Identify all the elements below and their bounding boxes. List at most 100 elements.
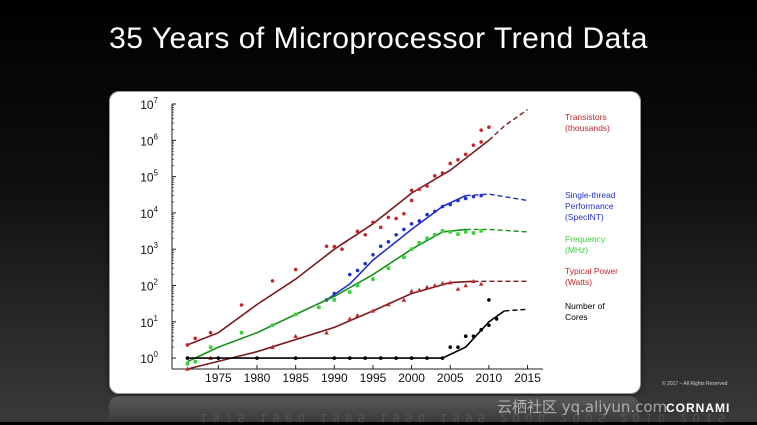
data-point (355, 312, 360, 318)
data-point (185, 361, 190, 366)
data-point (208, 330, 213, 335)
data-point (239, 303, 244, 307)
data-point (425, 212, 429, 217)
data-point (471, 278, 476, 284)
data-point (417, 287, 422, 292)
data-point (255, 356, 259, 360)
data-point (440, 204, 445, 209)
trend-projection (465, 193, 528, 202)
trend-line (187, 310, 505, 359)
data-point (425, 236, 429, 241)
y-tick-label: 103 (140, 241, 158, 257)
data-point (394, 356, 398, 360)
x-tick-label: 2015 (514, 371, 541, 385)
x-tick-label: 1980 (244, 371, 271, 385)
data-point (409, 198, 414, 203)
data-point (270, 279, 275, 283)
data-point (456, 232, 460, 236)
data-point (447, 280, 453, 285)
data-point (471, 231, 476, 235)
y-tick-label: 106 (140, 132, 158, 148)
trend-projection (465, 228, 528, 233)
slide-title: 35 Years of Microprocessor Trend Data (109, 22, 648, 55)
data-point (479, 328, 483, 332)
data-point (293, 267, 298, 272)
legend-label: Transistors (565, 112, 607, 122)
data-point (347, 272, 352, 277)
data-point (347, 316, 353, 321)
data-point (394, 232, 398, 237)
data-point (425, 184, 429, 188)
trend-line (326, 194, 467, 301)
data-point (417, 240, 422, 245)
data-point (494, 317, 499, 321)
data-point (409, 188, 414, 193)
chart-panel: 1975 1980 1985 1990 1995 2000 2005 2010 2015 100 1… (109, 91, 641, 394)
legend-label: Typical Power (565, 266, 618, 276)
y-tick-label: 102 (140, 277, 158, 293)
legend-label: (MHz) (565, 245, 588, 255)
data-point (386, 302, 391, 307)
data-point (424, 284, 430, 289)
data-point (402, 227, 406, 232)
data-point (332, 244, 337, 249)
data-point (463, 334, 468, 339)
data-point (432, 209, 437, 214)
data-point (239, 330, 244, 335)
data-point (270, 344, 275, 349)
data-point (409, 356, 414, 360)
data-point (371, 220, 375, 225)
data-point (347, 356, 352, 360)
data-point (293, 333, 298, 339)
data-point (185, 343, 190, 347)
data-point (487, 298, 491, 302)
legend-label: Number of (565, 301, 605, 311)
data-point (293, 312, 298, 317)
data-point (371, 253, 375, 257)
data-point (440, 280, 445, 286)
x-tick-label: 1985 (282, 371, 309, 385)
data-point (401, 297, 407, 302)
data-point (432, 232, 437, 237)
data-point (370, 308, 376, 313)
data-point (440, 356, 445, 360)
data-point (448, 161, 453, 166)
data-point (478, 281, 484, 286)
data-point (332, 291, 337, 296)
data-point (185, 366, 190, 371)
data-point (456, 345, 460, 349)
legend-label: (Watts) (565, 277, 592, 287)
y-tick-label: 101 (140, 314, 158, 330)
data-point (479, 193, 483, 198)
data-point (332, 298, 337, 302)
data-point (487, 125, 491, 129)
data-point (371, 277, 375, 281)
data-point (193, 336, 197, 341)
legend-label: (thousands) (565, 123, 610, 133)
data-point (440, 171, 445, 175)
data-point (456, 198, 460, 203)
data-point (487, 323, 491, 328)
data-point (386, 215, 391, 220)
data-point (208, 345, 213, 349)
y-tick-label: 105 (140, 169, 158, 185)
data-point (355, 229, 360, 234)
data-point (402, 255, 406, 260)
data-point (347, 290, 352, 294)
data-point (355, 283, 360, 288)
trend-projection (504, 308, 528, 312)
data-point (317, 305, 321, 310)
legend-label: (SpecINT) (565, 212, 604, 222)
data-point (409, 247, 414, 251)
data-point (409, 222, 414, 226)
data-point (185, 356, 190, 360)
data-point (332, 356, 337, 360)
y-tick-label: 104 (140, 205, 158, 221)
data-point (463, 152, 468, 157)
data-point (479, 128, 483, 132)
data-point (363, 232, 368, 237)
trend-line (187, 139, 490, 346)
data-point (363, 261, 368, 266)
data-point (479, 140, 483, 144)
data-point (448, 345, 453, 349)
